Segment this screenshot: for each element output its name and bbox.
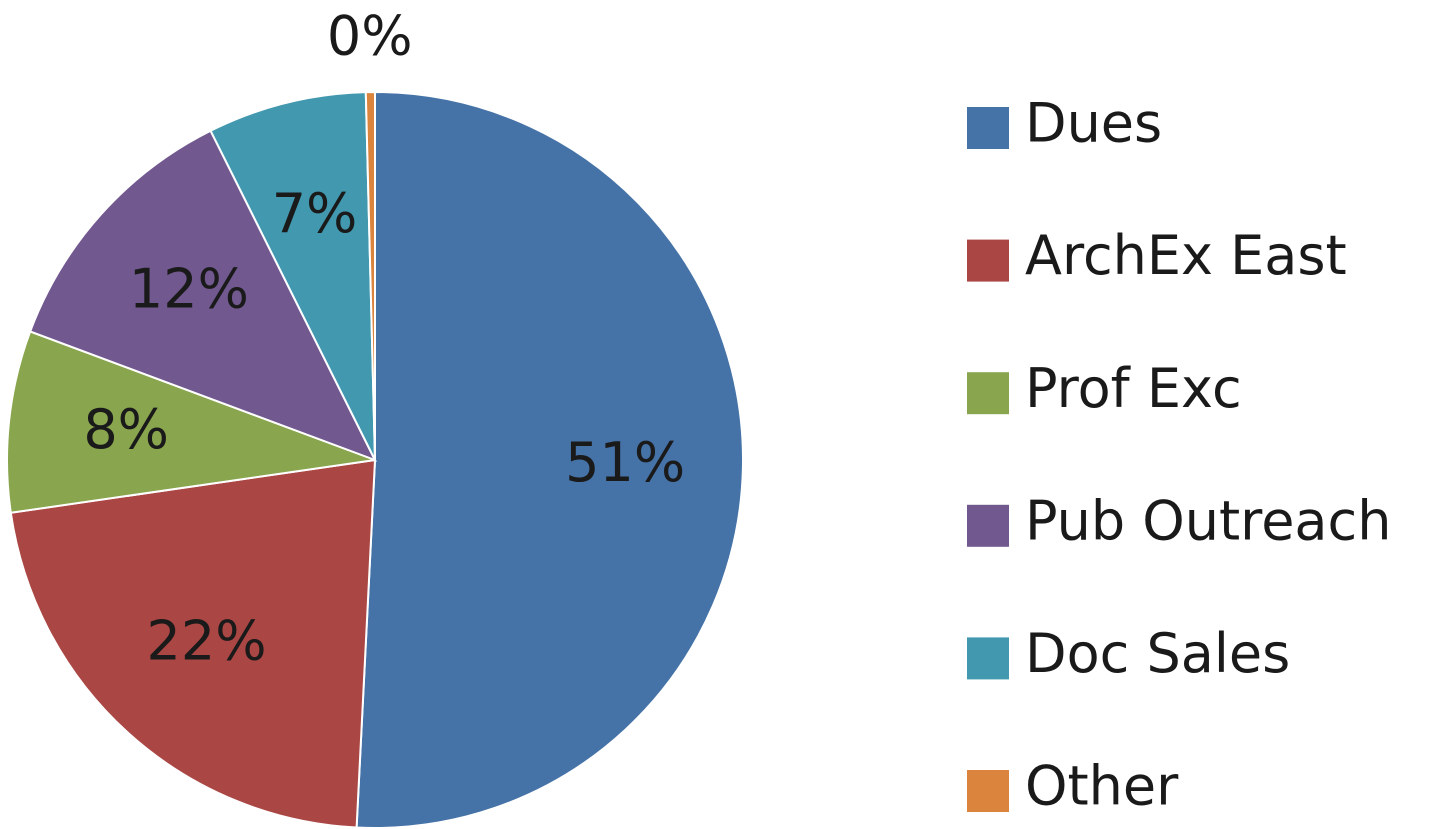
legend-label: Dues [1025,92,1162,155]
data-label: 8% [83,398,169,461]
legend-label: Doc Sales [1025,622,1290,685]
legend-swatch [967,637,1009,680]
pie-slice [6,330,376,514]
legend-label: Pub Outreach [1025,489,1391,552]
pie-slice [209,91,376,461]
legend-swatch [967,504,1009,547]
legend-swatch [967,239,1009,282]
data-label: 12% [129,257,249,320]
legend-swatch [967,372,1009,415]
data-label: 22% [147,610,267,673]
legend-swatch [967,107,1009,149]
legend-label: Other [1025,755,1179,818]
data-label: 51% [565,431,685,494]
legend-label: ArchEx East [1025,224,1347,287]
pie-slice [9,458,377,829]
pie-slice [364,90,376,461]
pie-slice [355,90,744,829]
pie-slice [28,129,378,462]
data-label: 7% [272,182,358,245]
legend-label: Prof Exc [1025,357,1242,420]
legend-swatch [967,770,1009,812]
data-label: 0% [327,5,413,68]
